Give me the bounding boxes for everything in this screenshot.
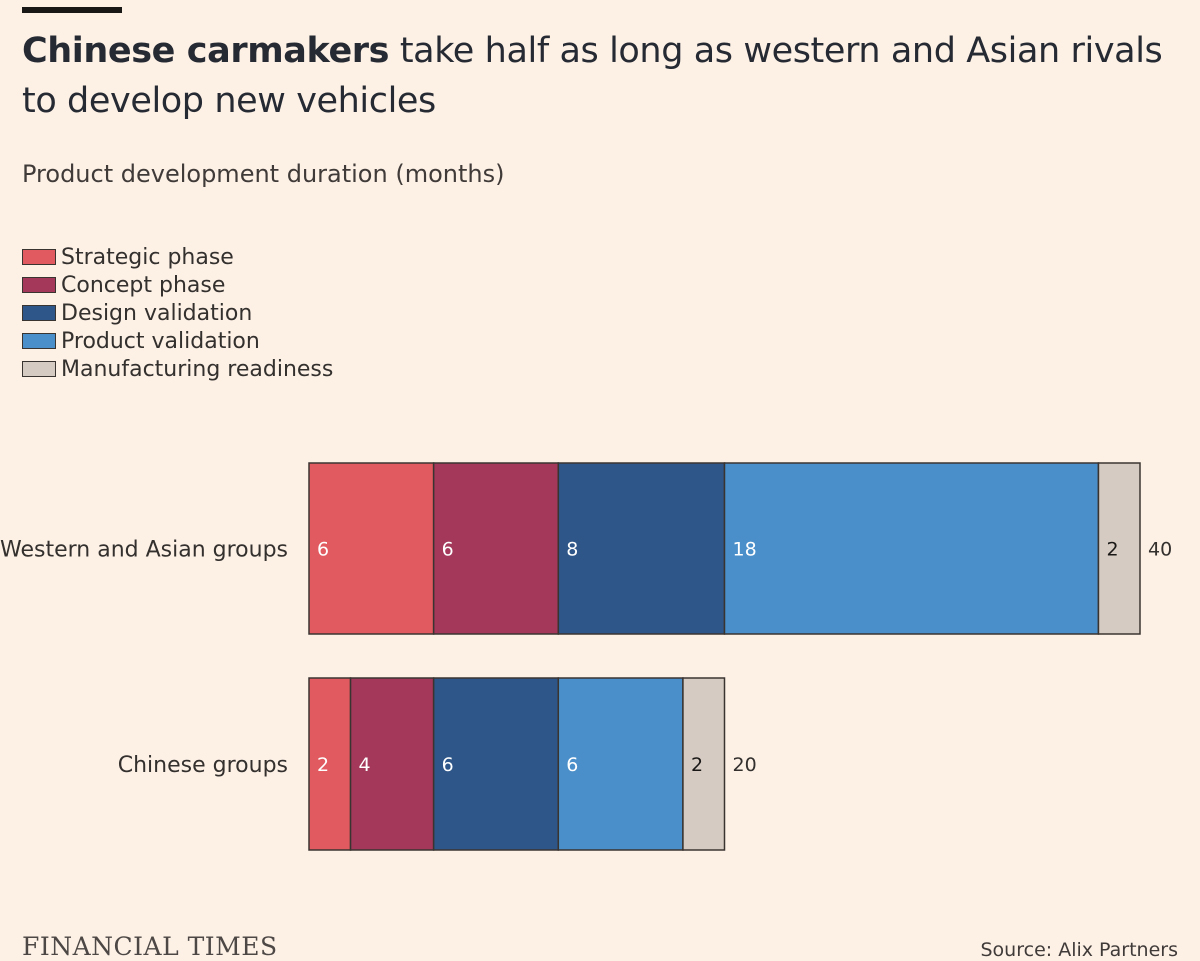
bar-segment-concept [349, 677, 435, 851]
segment-value-label-product: 18 [733, 539, 757, 561]
legend-item-product: Product validation [22, 327, 333, 355]
legend-swatch-product [22, 333, 56, 349]
bar-segment-concept [432, 462, 560, 635]
legend-swatch-strategic [22, 249, 56, 265]
ft-logo: FINANCIAL TIMES [22, 932, 278, 961]
segment-value-label-concept: 6 [442, 539, 454, 561]
source-note: Source: Alix Partners [980, 939, 1179, 961]
legend-item-design: Design validation [22, 299, 333, 327]
segment-value-label-strategic: 6 [317, 539, 329, 561]
segment-value-label-design: 6 [442, 754, 454, 776]
bar-segment-manufacturing [682, 677, 726, 851]
chart-title-rest: take half as long as western and Asian r… [22, 31, 1163, 121]
legend-label-manufacturing: Manufacturing readiness [61, 356, 334, 382]
bar-segment-strategic [308, 462, 435, 635]
chart-title-bold: Chinese carmakers [22, 31, 390, 71]
legend-swatch-design [22, 305, 56, 321]
bar-segment-strategic [308, 677, 352, 851]
bar-total-label: 20 [733, 754, 757, 776]
category-label-chinese: Chinese groups [118, 753, 288, 778]
legend-label-design: Design validation [61, 300, 253, 326]
legend-item-manufacturing: Manufacturing readiness [22, 355, 333, 383]
bar-segment-manufacturing [1097, 462, 1141, 635]
chart-title: Chinese carmakers take half as long as w… [22, 26, 1182, 126]
segment-value-label-manufacturing: 2 [1106, 539, 1118, 561]
bar-segment-product [557, 677, 684, 851]
segment-value-label-strategic: 2 [317, 754, 329, 776]
legend-item-concept: Concept phase [22, 271, 333, 299]
legend-swatch-manufacturing [22, 361, 56, 377]
bar-segment-design [432, 677, 560, 851]
legend-label-product: Product validation [61, 328, 260, 354]
bar-segment-product [723, 462, 1100, 635]
legend-swatch-concept [22, 277, 56, 293]
legend: Strategic phase Concept phase Design val… [22, 243, 333, 383]
legend-item-strategic: Strategic phase [22, 243, 333, 271]
category-label-western-asian: Western and Asian groups [0, 538, 288, 563]
segment-value-label-concept: 4 [359, 754, 371, 776]
chart-subtitle: Product development duration (months) [22, 160, 505, 188]
top-rule [22, 7, 122, 13]
segment-value-label-manufacturing: 2 [691, 754, 703, 776]
bar-segment-design [557, 462, 726, 635]
legend-label-strategic: Strategic phase [61, 244, 234, 270]
bar-total-label: 40 [1148, 539, 1172, 561]
legend-label-concept: Concept phase [61, 272, 226, 298]
segment-value-label-product: 6 [566, 754, 578, 776]
segment-value-label-design: 8 [566, 539, 578, 561]
